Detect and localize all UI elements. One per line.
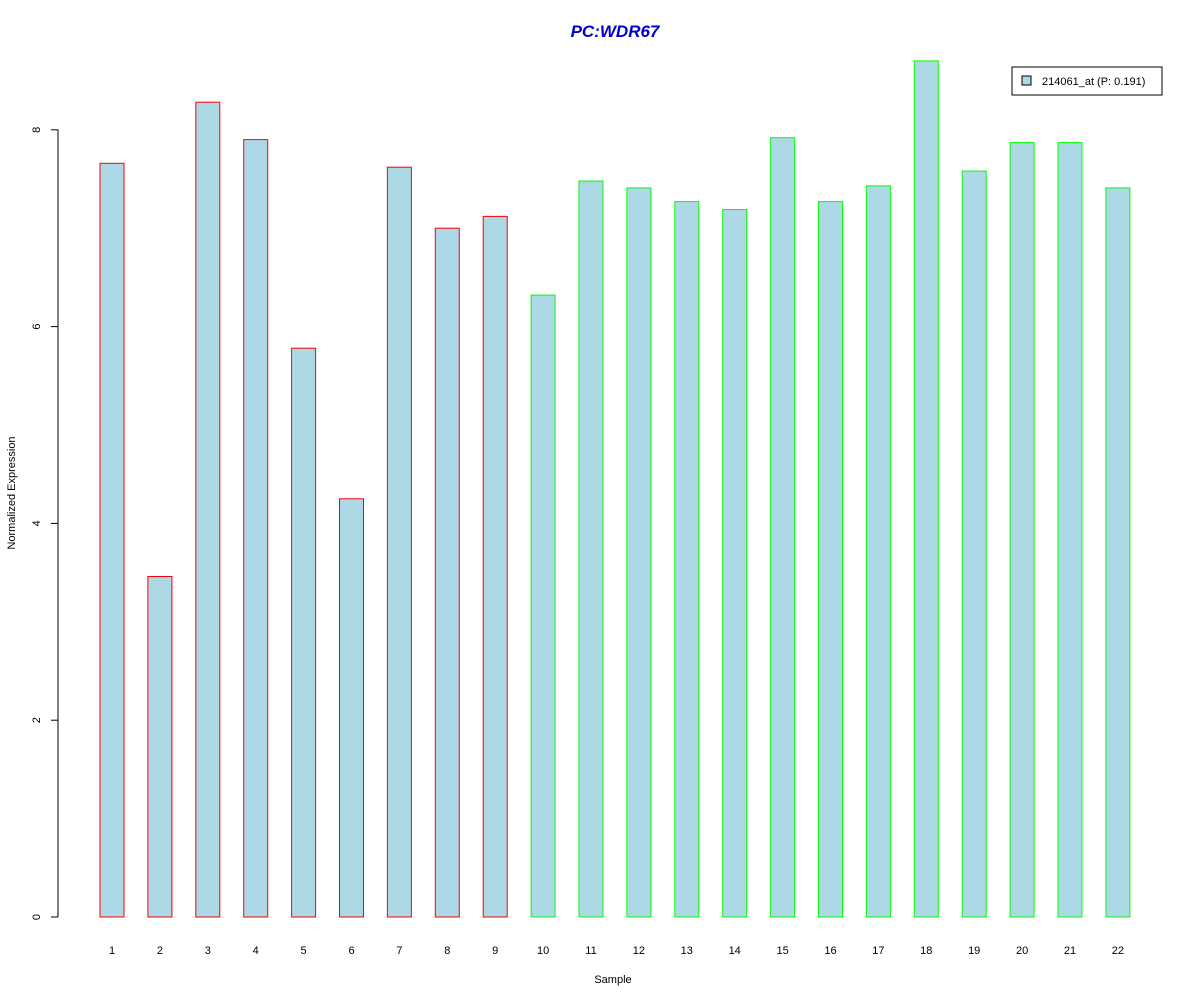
x-tick-label: 2 bbox=[157, 945, 163, 957]
bar-sample-5 bbox=[291, 347, 317, 918]
x-tick-label: 12 bbox=[633, 945, 645, 957]
bar-sample-8 bbox=[434, 227, 460, 918]
x-tick-labels: 1 2 3 4 5 6 7 8 9 10 11 12 13 14 15 16 17 18 19 20 21 22 bbox=[109, 945, 1124, 957]
y-tick-label: 4 bbox=[31, 520, 43, 526]
x-tick-label: 22 bbox=[1112, 945, 1124, 957]
x-tick-label: 7 bbox=[396, 945, 402, 957]
bar-sample-21 bbox=[1057, 142, 1083, 918]
bar-sample-10 bbox=[530, 294, 556, 918]
x-tick-label: 1 bbox=[109, 945, 115, 957]
x-tick-label: 5 bbox=[301, 945, 307, 957]
y-axis: 0 2 4 6 8 bbox=[31, 127, 59, 920]
bar-sample-4 bbox=[243, 139, 269, 918]
bar-sample-2 bbox=[147, 576, 173, 918]
y-tick-label: 8 bbox=[31, 127, 43, 133]
legend-entry-label: 214061_at (P: 0.191) bbox=[1042, 76, 1145, 88]
legend: 214061_at (P: 0.191) bbox=[1011, 66, 1163, 96]
bar-sample-14 bbox=[722, 209, 748, 918]
bar-sample-12 bbox=[626, 187, 652, 918]
bars bbox=[99, 60, 1131, 918]
x-tick-label: 20 bbox=[1016, 945, 1028, 957]
bar-sample-6 bbox=[339, 498, 364, 918]
x-tick-label: 18 bbox=[920, 945, 932, 957]
y-tick-label: 6 bbox=[31, 324, 43, 330]
x-tick-label: 10 bbox=[537, 945, 549, 957]
x-tick-label: 19 bbox=[968, 945, 980, 957]
bar-sample-17 bbox=[865, 185, 891, 918]
x-tick-label: 11 bbox=[585, 945, 596, 957]
bar-sample-3 bbox=[195, 101, 221, 918]
bar-sample-19 bbox=[961, 170, 987, 918]
x-tick-label: 9 bbox=[492, 945, 498, 957]
x-tick-label: 4 bbox=[253, 945, 259, 957]
x-axis-label: Sample bbox=[594, 974, 631, 986]
x-tick-label: 15 bbox=[776, 945, 788, 957]
x-tick-label: 16 bbox=[824, 945, 836, 957]
bar-sample-9 bbox=[482, 215, 508, 918]
y-axis-label: Normalized Expression bbox=[6, 436, 18, 549]
x-tick-label: 8 bbox=[444, 945, 450, 957]
bar-sample-7 bbox=[386, 166, 412, 918]
x-tick-label: 6 bbox=[348, 945, 354, 957]
x-tick-label: 21 bbox=[1064, 945, 1076, 957]
x-tick-label: 3 bbox=[205, 945, 211, 957]
x-tick-label: 17 bbox=[872, 945, 884, 957]
bar-sample-20 bbox=[1009, 142, 1035, 918]
legend-swatch bbox=[1021, 75, 1032, 86]
bar-sample-13 bbox=[674, 201, 700, 918]
bar-sample-15 bbox=[770, 137, 796, 918]
x-tick-label: 13 bbox=[681, 945, 693, 957]
bar-sample-11 bbox=[578, 180, 604, 918]
bar-sample-16 bbox=[818, 201, 843, 918]
x-tick-label: 14 bbox=[729, 945, 741, 957]
legend-box bbox=[1011, 66, 1163, 96]
y-tick-label: 0 bbox=[31, 914, 43, 920]
bar-sample-1 bbox=[99, 162, 125, 918]
bar-sample-18 bbox=[913, 60, 939, 918]
y-tick-label: 2 bbox=[31, 717, 43, 723]
chart-title: PC:WDR67 bbox=[571, 22, 661, 41]
bar-sample-22 bbox=[1105, 187, 1131, 918]
